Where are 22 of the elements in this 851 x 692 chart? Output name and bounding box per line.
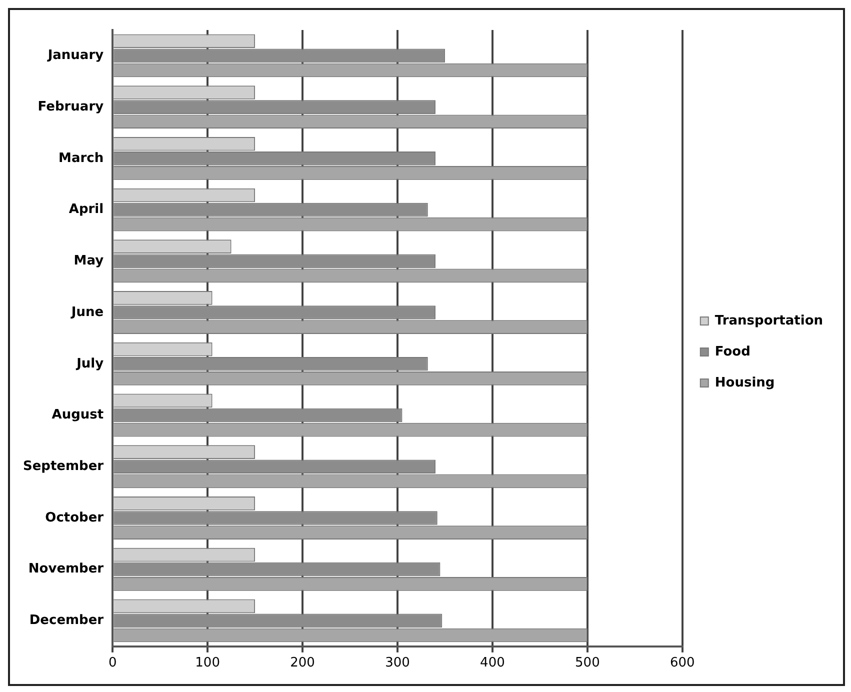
- x-tick-label: 300: [385, 656, 410, 671]
- x-tick-label: 500: [575, 656, 600, 671]
- legend-label: Housing: [714, 375, 775, 390]
- x-tick-label: 100: [195, 656, 220, 671]
- y-tick-label: June: [70, 304, 104, 320]
- y-tick-label: January: [46, 48, 104, 64]
- legend-label: Food: [714, 344, 750, 360]
- y-tick-label: October: [45, 510, 104, 526]
- x-tick-label: 0: [108, 656, 117, 671]
- y-tick-label: September: [22, 458, 104, 474]
- y-tick-label: March: [58, 150, 104, 166]
- legend-label: Transportation: [714, 313, 823, 328]
- x-tick-label: 400: [480, 656, 505, 671]
- y-tick-label: May: [74, 254, 104, 269]
- y-tick-label: July: [76, 356, 104, 372]
- y-tick-label: November: [28, 562, 104, 577]
- y-tick-label: December: [29, 613, 104, 628]
- y-tick-label: August: [52, 408, 104, 423]
- x-tick-label: 200: [290, 656, 315, 671]
- y-tick-label: February: [38, 99, 104, 114]
- x-tick-label: 600: [670, 656, 695, 671]
- y-tick-label: April: [68, 202, 104, 218]
